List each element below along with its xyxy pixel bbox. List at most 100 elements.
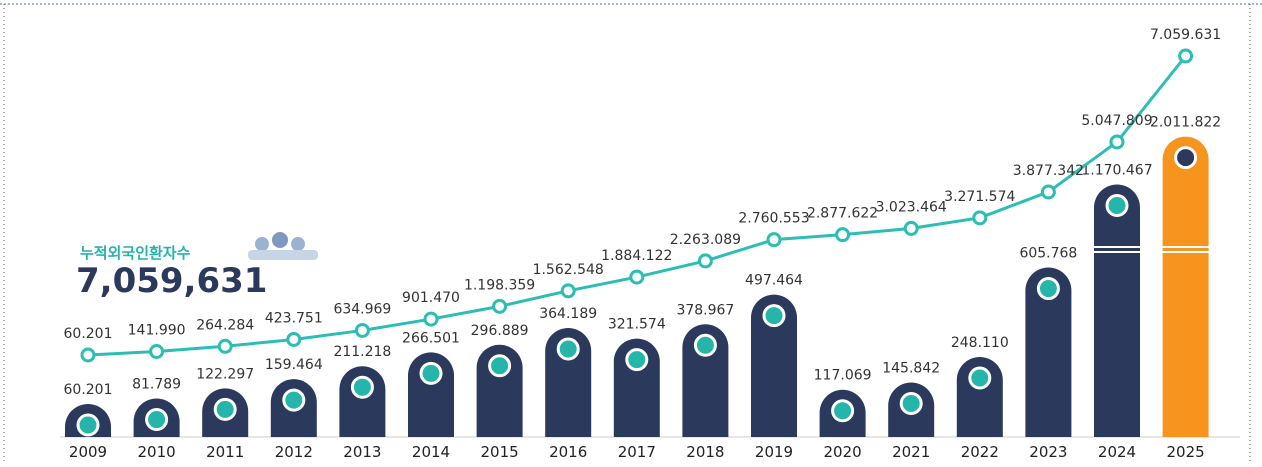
line-value-label: 3.271.574	[944, 189, 1015, 205]
line-value-label: 1.884.122	[601, 248, 672, 264]
line-point	[1178, 48, 1194, 64]
x-tick-label: 2009	[69, 443, 107, 461]
bar-value-label: 497.464	[745, 273, 803, 289]
bar-dot	[556, 337, 580, 361]
line-point	[217, 338, 233, 354]
line-point	[1109, 134, 1125, 150]
x-tick-label: 2021	[892, 443, 930, 461]
line-point	[835, 227, 851, 243]
x-tick-label: 2015	[481, 443, 519, 461]
x-tick-label: 2019	[755, 443, 793, 461]
line-value-label: 264.284	[196, 317, 254, 333]
x-tick-label: 2020	[824, 443, 862, 461]
bar-value-label: 266.501	[402, 330, 460, 346]
line-value-label: 3.023.464	[876, 199, 947, 215]
line-point	[766, 232, 782, 248]
line-value-label: 901.470	[402, 290, 460, 306]
bar	[476, 344, 523, 437]
bar-value-label: 248.110	[951, 335, 1009, 351]
bar-dot	[213, 397, 237, 421]
line-value-label: 2.877.622	[807, 206, 878, 222]
bar-value-label: 60.201	[64, 382, 113, 398]
bar	[613, 338, 660, 437]
bar	[545, 327, 592, 437]
bar-value-label: 145.842	[882, 361, 940, 377]
bar	[1025, 267, 1072, 437]
line-value-label: 7.059.631	[1150, 27, 1221, 43]
bar-value-label: 364.189	[539, 306, 597, 322]
x-tick-label: 2017	[618, 443, 656, 461]
bar-dot	[1036, 277, 1060, 301]
line-value-label: 5.047.809	[1081, 113, 1152, 129]
bar	[408, 352, 454, 437]
bar-dot	[1174, 146, 1198, 170]
bar	[751, 294, 797, 437]
x-tick-label: 2024	[1098, 443, 1136, 461]
bar-value-label: 296.889	[471, 323, 529, 339]
bar-dot	[488, 354, 512, 378]
bar-value-label: 211.218	[333, 344, 391, 360]
summary-value: 7,059,631	[76, 261, 267, 301]
line-point	[354, 322, 370, 338]
x-tick-label: 2012	[275, 443, 313, 461]
bar-dot	[762, 304, 786, 328]
bar-dot	[76, 413, 100, 437]
bar-dot	[350, 375, 374, 399]
line-point	[80, 347, 96, 363]
line-point	[629, 269, 645, 285]
bar-dot	[1105, 194, 1129, 218]
x-tick-label: 2016	[549, 443, 587, 461]
bar-value-label: 81.789	[132, 377, 181, 393]
x-tick-label: 2010	[138, 443, 176, 461]
bar-dot	[419, 361, 443, 385]
bar	[1094, 184, 1140, 437]
line-point	[149, 344, 165, 360]
line-point	[697, 253, 713, 269]
line-value-label: 634.969	[333, 301, 391, 317]
bar-value-label: 117.069	[814, 368, 872, 384]
bar-value-label: 2.011.822	[1150, 115, 1221, 131]
bar-value-label: 159.464	[265, 357, 323, 373]
bar-dot	[831, 399, 855, 423]
bar-value-label: 122.297	[196, 366, 254, 382]
bar-dot	[145, 408, 169, 432]
x-tick-label: 2018	[686, 443, 724, 461]
x-tick-label: 2011	[206, 443, 244, 461]
bar-value-label: 378.967	[676, 302, 734, 318]
line-value-label: 60.201	[64, 326, 113, 342]
bar	[1162, 136, 1209, 437]
line-value-label: 2.760.553	[738, 211, 809, 227]
line-value-label: 423.751	[265, 310, 323, 326]
line-point	[286, 331, 302, 347]
bar-dot	[899, 392, 923, 416]
line-point	[560, 283, 576, 299]
bar-dot	[282, 388, 306, 412]
bar-value-label: 605.768	[1019, 246, 1077, 262]
x-tick-label: 2014	[412, 443, 450, 461]
summary-label: 누적외국인환자수	[80, 244, 191, 262]
line-point	[972, 210, 988, 226]
line-value-label: 1.198.359	[464, 277, 535, 293]
line-point	[423, 311, 439, 327]
bar-value-label: 1.170.467	[1081, 163, 1152, 179]
x-tick-label: 2023	[1029, 443, 1067, 461]
line-point	[1040, 184, 1056, 200]
x-tick-label: 2022	[961, 443, 999, 461]
summary-icon	[248, 232, 318, 260]
line-value-label: 2.263.089	[670, 232, 741, 248]
line-point	[492, 298, 508, 314]
bar-dot	[625, 348, 649, 372]
line-point	[903, 220, 919, 236]
line-value-label: 1.562.548	[533, 262, 604, 278]
bar	[956, 356, 1003, 437]
line-value-label: 141.990	[128, 323, 186, 339]
bar	[682, 324, 729, 437]
x-tick-label: 2013	[343, 443, 381, 461]
bar-dot	[968, 366, 992, 390]
bar-value-label: 321.574	[608, 317, 666, 333]
bar-dot	[693, 333, 717, 357]
bar	[339, 366, 386, 437]
x-tick-label: 2025	[1167, 443, 1205, 461]
